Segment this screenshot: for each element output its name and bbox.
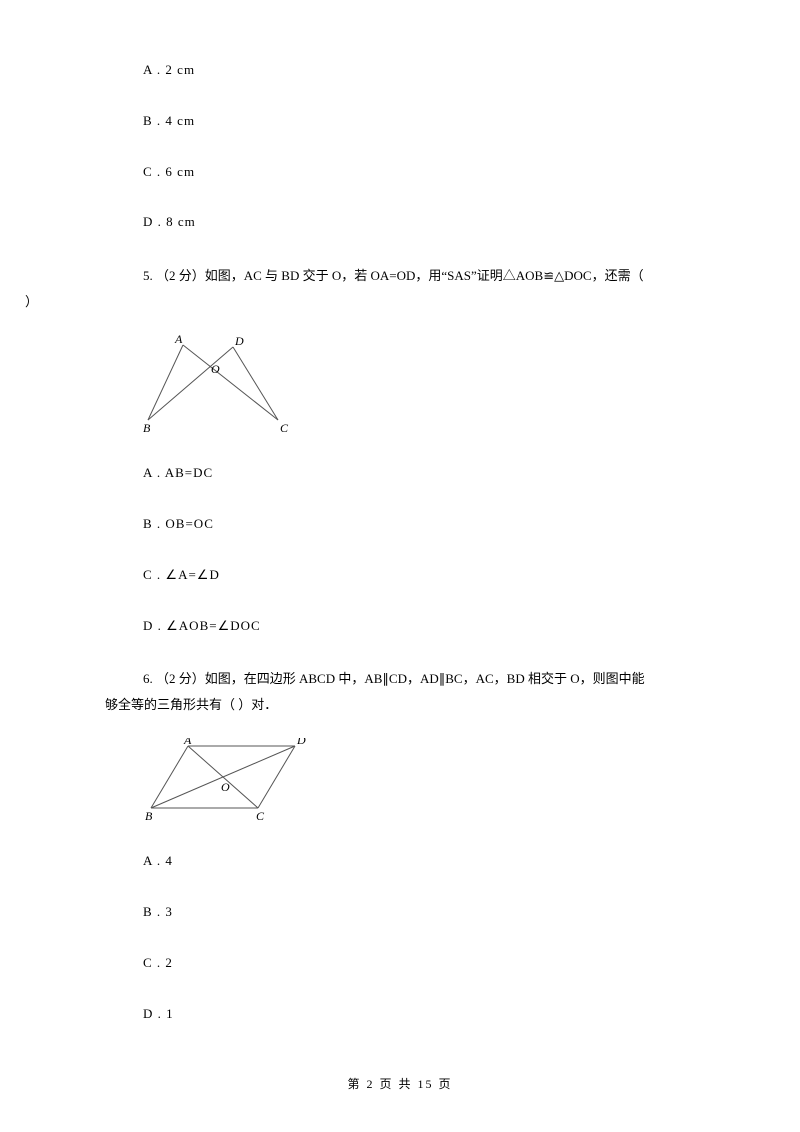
- q5-figure: A D O B C: [143, 335, 700, 439]
- q5-option-c: C . ∠A=∠D: [143, 565, 700, 586]
- q6-figure: A D B C O: [143, 738, 700, 827]
- q4-option-a: A . 2 cm: [143, 60, 700, 81]
- q5-text: 5. （2 分）如图，AC 与 BD 交于 O，若 OA=OD，用“SAS”证明…: [105, 263, 700, 315]
- q4-option-b: B . 4 cm: [143, 111, 700, 132]
- q6-svg: A D B C O: [143, 738, 318, 823]
- q6-option-b: B . 3: [143, 902, 700, 923]
- q5-option-a: A . AB=DC: [143, 463, 700, 484]
- q5-line1: 5. （2 分）如图，AC 与 BD 交于 O，若 OA=OD，用“SAS”证明…: [143, 263, 700, 289]
- svg-text:B: B: [143, 421, 151, 435]
- q6-option-c: C . 2: [143, 953, 700, 974]
- q4-option-d: D . 8 cm: [143, 212, 700, 233]
- q5-option-b: B . OB=OC: [143, 514, 700, 535]
- svg-text:C: C: [256, 809, 265, 823]
- svg-text:D: D: [296, 738, 306, 747]
- q4-option-c: C . 6 cm: [143, 162, 700, 183]
- q5-option-d: D . ∠AOB=∠DOC: [143, 616, 700, 637]
- svg-text:D: D: [234, 335, 244, 348]
- q6-option-d: D . 1: [143, 1004, 700, 1025]
- svg-text:A: A: [183, 738, 192, 747]
- q6-text: 6. （2 分）如图，在四边形 ABCD 中，AB∥CD，AD∥BC，AC，BD…: [105, 666, 700, 718]
- q6-option-a: A . 4: [143, 851, 700, 872]
- svg-text:O: O: [221, 780, 230, 794]
- q6-line2: 够全等的三角形共有（ ）对．: [105, 692, 700, 718]
- page-content: A . 2 cm B . 4 cm C . 6 cm D . 8 cm 5. （…: [0, 60, 800, 1025]
- svg-text:C: C: [280, 421, 289, 435]
- q5-svg: A D O B C: [143, 335, 303, 435]
- q6-line1: 6. （2 分）如图，在四边形 ABCD 中，AB∥CD，AD∥BC，AC，BD…: [143, 666, 700, 692]
- svg-text:O: O: [211, 362, 220, 376]
- svg-text:B: B: [145, 809, 153, 823]
- q5-line2: ）: [25, 289, 700, 315]
- svg-text:A: A: [174, 335, 183, 346]
- page-footer: 第 2 页 共 15 页: [0, 1075, 800, 1092]
